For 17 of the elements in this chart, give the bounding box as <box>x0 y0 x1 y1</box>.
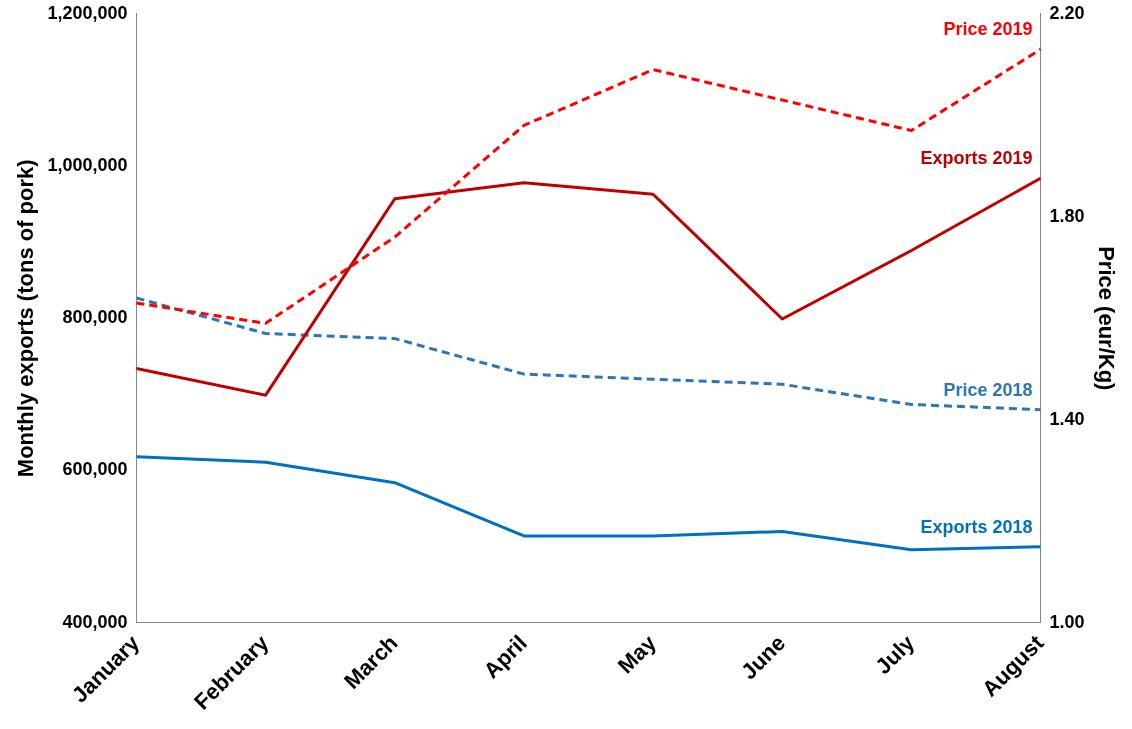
y-tick-label: 1,000,000 <box>47 155 128 176</box>
series-label: Exports 2019 <box>920 148 1033 169</box>
y-tick-label: 400,000 <box>62 611 128 632</box>
series-label: Exports 2018 <box>920 516 1033 537</box>
y2-tick-label: 1.80 <box>1049 205 1085 226</box>
y2-tick-label: 1.00 <box>1049 611 1085 632</box>
y-tick-label: 600,000 <box>62 459 128 480</box>
series-label: Price 2019 <box>943 19 1033 40</box>
y2-tick-label: 2.20 <box>1049 2 1085 23</box>
line-series <box>134 47 1043 325</box>
y2-axis-title: Price (eur/Kg) <box>1093 246 1119 391</box>
y2-tick-label: 1.40 <box>1049 408 1085 429</box>
line-series <box>134 296 1043 412</box>
y-axis-title: Monthly exports (tons of pork) <box>13 159 39 478</box>
y-tick-label: 1,200,000 <box>47 2 128 23</box>
series-label: Price 2018 <box>943 379 1033 400</box>
y-tick-label: 800,000 <box>62 307 128 328</box>
